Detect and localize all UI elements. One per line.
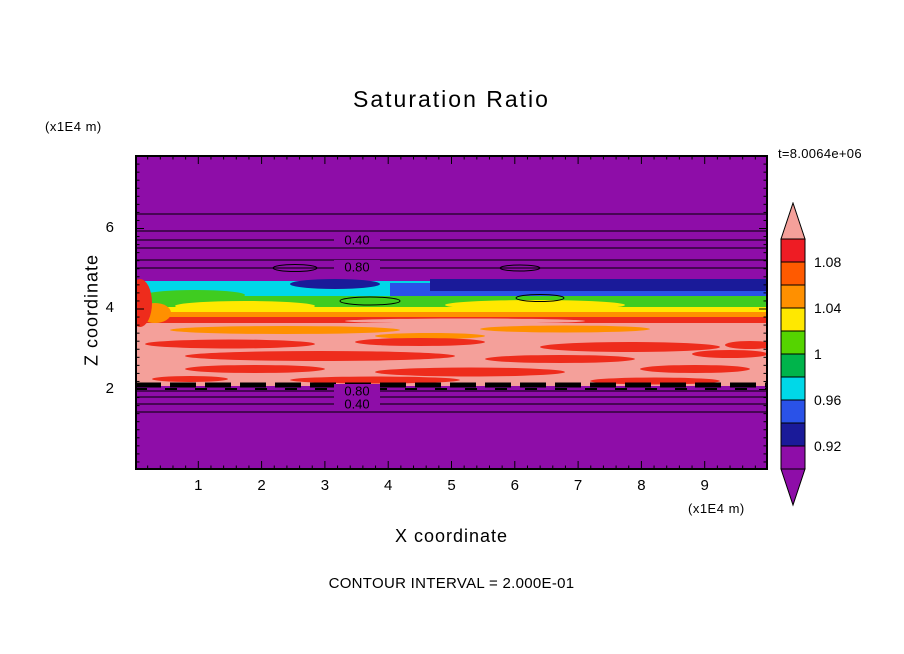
colorbar-tick-label: 0.96 [814, 392, 842, 408]
x-tick-label: 9 [700, 477, 709, 494]
x-axis-units: (x1E4 m) [688, 501, 745, 516]
svg-text:0.40: 0.40 [344, 397, 369, 412]
chart-title: Saturation Ratio [353, 86, 550, 112]
x-tick-label: 1 [194, 477, 203, 494]
y-axis-units: (x1E4 m) [45, 119, 102, 134]
colorbar-tick-label: 1.08 [814, 254, 842, 270]
colorbar [780, 202, 806, 507]
x-tick-label: 5 [447, 477, 456, 494]
x-tick-label: 2 [257, 477, 266, 494]
time-annotation: t=8.0064e+06 [778, 146, 862, 161]
z-tick-label: 6 [105, 218, 114, 236]
colorbar-tick-label: 1 [814, 346, 822, 362]
z-tick-label: 4 [105, 299, 114, 316]
svg-text:0.80: 0.80 [344, 384, 369, 399]
x-tick-label: 4 [384, 477, 393, 494]
contour-plot: 0.400.800.800.40 [135, 155, 768, 470]
x-tick-label: 7 [573, 477, 583, 494]
x-axis-label: X coordinate [394, 526, 509, 546]
x-tick-label: 8 [637, 477, 646, 494]
x-tick-label: 6 [510, 477, 519, 494]
colorbar-tick-label: 0.92 [814, 438, 842, 454]
svg-text:0.80: 0.80 [344, 260, 369, 275]
svg-text:0.40: 0.40 [344, 233, 369, 248]
x-tick-label: 3 [320, 477, 330, 494]
z-tick-label: 2 [105, 379, 114, 397]
contour-interval-note: CONTOUR INTERVAL = 2.000E-01 [328, 575, 575, 592]
colorbar-tick-label: 1.04 [814, 300, 842, 316]
